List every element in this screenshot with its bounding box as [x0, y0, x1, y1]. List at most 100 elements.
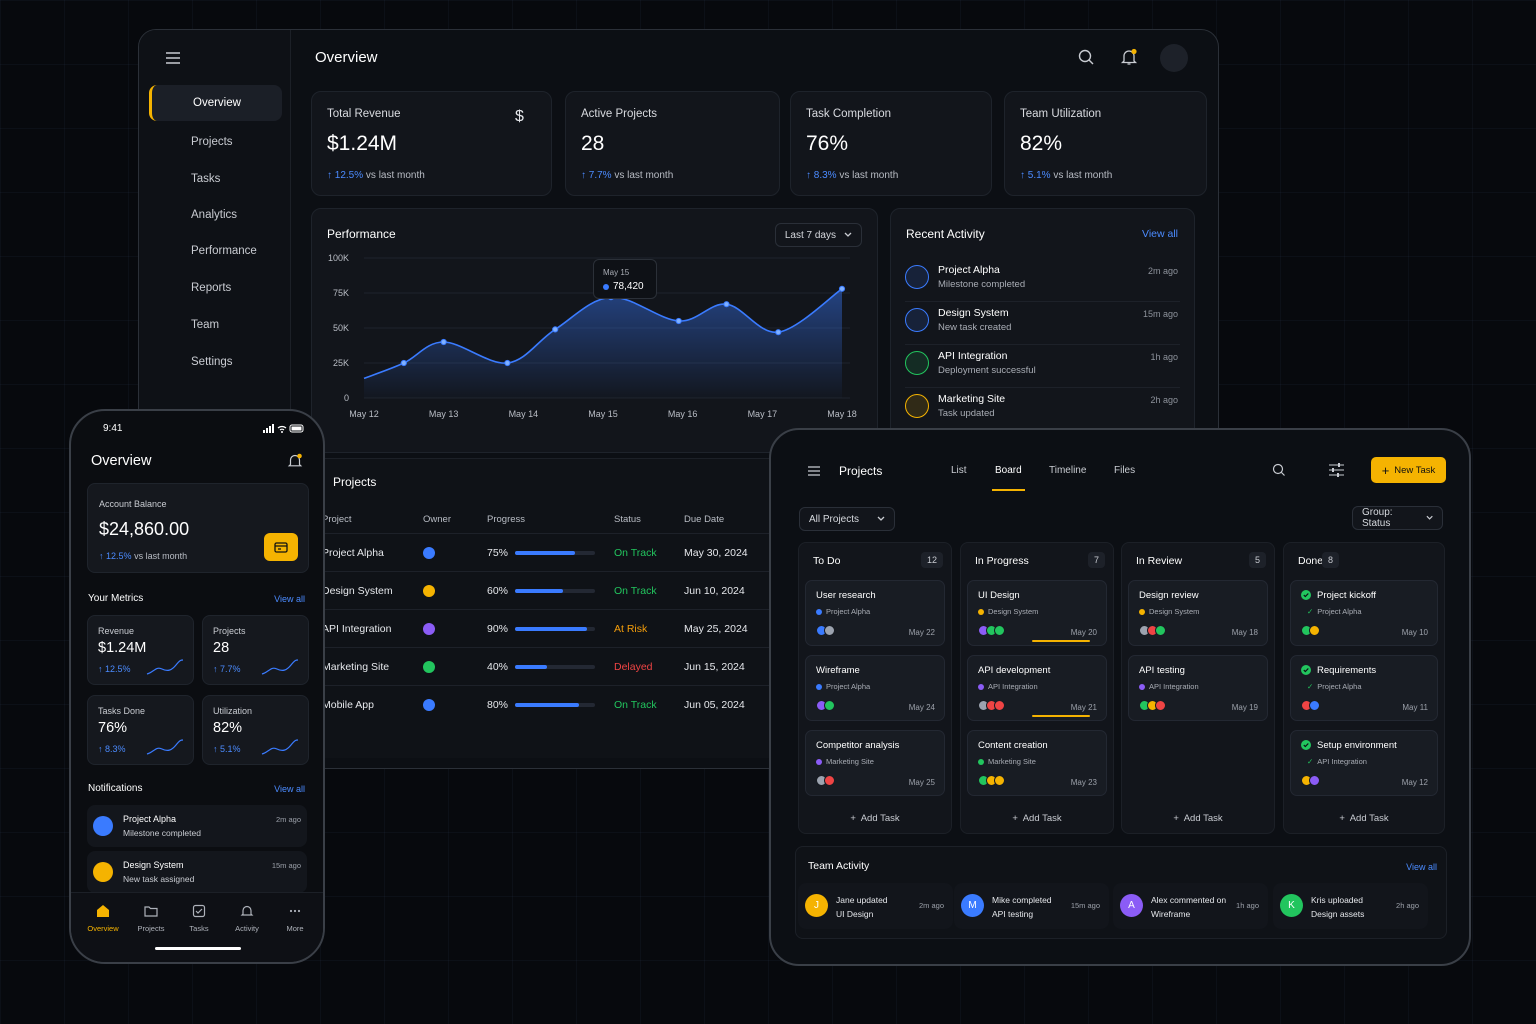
data-point[interactable]	[775, 329, 782, 336]
table-row[interactable]: Mobile App 80% On Track Jun 05, 2024	[311, 685, 991, 723]
sidebar-item-label: Tasks	[191, 173, 221, 185]
search-icon[interactable]	[1077, 48, 1095, 66]
team-view-all-link[interactable]: View all	[1406, 862, 1437, 872]
group-dropdown[interactable]: Group: Status	[1352, 506, 1443, 530]
activity-item[interactable]: Project Alpha Milestone completed 2m ago	[905, 259, 1180, 302]
add-task-button[interactable]: + Add Task	[1122, 813, 1274, 824]
data-point[interactable]	[504, 359, 511, 367]
notification-item[interactable]: Design System New task assigned 15m ago	[87, 851, 307, 893]
task-card[interactable]: Wireframe Project Alpha May 24	[805, 655, 945, 721]
tab-board[interactable]: Board	[992, 465, 1025, 491]
data-point[interactable]	[838, 285, 846, 292]
wallet-button[interactable]	[264, 533, 298, 561]
assignee-avatars	[978, 700, 1005, 711]
metrics-view-all-link[interactable]: View all	[274, 594, 305, 604]
data-point[interactable]	[440, 338, 447, 346]
activity-subtitle: Deployment successful	[938, 365, 1036, 376]
tab-tasks[interactable]: Tasks	[179, 903, 219, 933]
tab-projects[interactable]: Projects	[131, 903, 171, 933]
project-filter-dropdown[interactable]: All Projects	[799, 507, 895, 531]
task-card[interactable]: Competitor analysis Marketing Site May 25	[805, 730, 945, 796]
task-due-date: May 19	[1231, 703, 1258, 712]
data-point[interactable]	[400, 359, 407, 367]
bell-icon[interactable]	[287, 453, 303, 469]
task-card[interactable]: Requirements ✓ Project Alpha May 11	[1290, 655, 1438, 721]
metric-card[interactable]: Revenue $1.24M ↑ 12.5%	[87, 615, 194, 685]
task-project-label: Project Alpha	[826, 607, 871, 616]
column-header: Owner	[423, 514, 451, 525]
task-card[interactable]: API testing API Integration May 19	[1128, 655, 1268, 721]
search-icon[interactable]	[1272, 463, 1286, 477]
assignee-avatars	[978, 775, 1005, 786]
assignee-avatars	[1139, 625, 1166, 636]
new-task-button[interactable]: + New Task	[1371, 457, 1446, 483]
hamburger-menu-icon[interactable]	[807, 465, 821, 477]
activity-item[interactable]: API Integration Deployment successful 1h a…	[905, 345, 1180, 388]
range-dropdown[interactable]: Last 7 days	[774, 223, 862, 247]
task-card[interactable]: Setup environment ✓ API Integration May 12	[1290, 730, 1438, 796]
activity-view-all-link[interactable]: View all	[1142, 228, 1178, 240]
tab-files[interactable]: Files	[1114, 465, 1135, 476]
column-header: Due Date	[684, 514, 725, 525]
notification-item[interactable]: Project Alpha Milestone completed 2m ago	[87, 805, 307, 847]
task-due-date: May 22	[908, 628, 935, 637]
sidebar-item-overview[interactable]: Overview	[149, 85, 282, 121]
activity-item[interactable]: Design System New task created 15m ago	[905, 302, 1180, 345]
activity-title: Design System	[938, 307, 1009, 319]
team-activity-item[interactable]: A Alex commented on Wireframe 1h ago	[1113, 883, 1268, 929]
metric-card[interactable]: Tasks Done 76% ↑ 8.3%	[87, 695, 194, 765]
tab-more[interactable]: More	[275, 903, 315, 933]
chart-tooltip: May 15 78,420	[593, 259, 657, 299]
notifications-view-all-link[interactable]: View all	[274, 784, 305, 794]
hamburger-menu-icon[interactable]	[164, 50, 182, 66]
task-card[interactable]: Project kickoff ✓ Project Alpha May 10	[1290, 580, 1438, 646]
due-date: May 30, 2024	[684, 547, 748, 559]
table-row[interactable]: Marketing Site 40% Delayed Jun 15, 2024	[311, 647, 991, 685]
tab-activity[interactable]: Activity	[227, 903, 267, 933]
sidebar-item-reports[interactable]: Reports	[149, 270, 282, 306]
sidebar-item-performance[interactable]: Performance	[149, 233, 282, 269]
tab-timeline[interactable]: Timeline	[1049, 465, 1086, 476]
sidebar-item-projects[interactable]: Projects	[149, 124, 282, 160]
task-card[interactable]: API development API Integration May 21	[967, 655, 1107, 721]
series-line	[363, 288, 843, 380]
table-row[interactable]: Project Alpha 75% On Track May 30, 2024	[311, 533, 991, 571]
sidebar-item-tasks[interactable]: Tasks	[149, 161, 282, 197]
filter-sliders-icon[interactable]	[1328, 462, 1345, 478]
data-point[interactable]	[723, 301, 730, 308]
user-avatar[interactable]	[1160, 44, 1188, 72]
stat-delta-suffix: vs last month	[365, 170, 425, 181]
bell-icon[interactable]	[1120, 48, 1138, 66]
team-activity-item[interactable]: J Jane updated UI Design 2m ago	[798, 883, 953, 929]
task-card[interactable]: UI Design Design System May 20	[967, 580, 1107, 646]
data-point[interactable]	[552, 326, 559, 333]
sidebar-item-settings[interactable]: Settings	[149, 344, 282, 380]
x-tick-label: May 12	[349, 409, 379, 419]
sparkline	[146, 659, 184, 675]
stat-delta: ↑ 12.5% vs last month	[327, 170, 425, 181]
task-card[interactable]: User research Project Alpha May 22	[805, 580, 945, 646]
task-project: API Integration	[978, 682, 1038, 691]
metric-card[interactable]: Utilization 82% ↑ 5.1%	[202, 695, 309, 765]
tab-list[interactable]: List	[951, 465, 967, 476]
table-row[interactable]: Design System 60% On Track Jun 10, 2024	[311, 571, 991, 609]
add-task-button[interactable]: + Add Task	[1284, 813, 1444, 824]
sidebar-item-team[interactable]: Team	[149, 307, 282, 343]
task-project: ✓ Project Alpha	[1307, 607, 1362, 616]
tooltip-value-row: 78,420	[603, 281, 644, 292]
add-task-button[interactable]: + Add Task	[799, 813, 951, 824]
tab-overview[interactable]: Overview	[83, 903, 123, 933]
team-activity-item[interactable]: M Mike completed API testing 15m ago	[954, 883, 1109, 929]
team-activity-item[interactable]: K Kris uploaded Design assets 2h ago	[1273, 883, 1428, 929]
table-row[interactable]: API Integration 90% At Risk May 25, 2024	[311, 609, 991, 647]
metric-delta-value: 7.7%	[220, 664, 241, 674]
column-header: Project	[322, 514, 352, 525]
metric-card[interactable]: Projects 28 ↑ 7.7%	[202, 615, 309, 685]
sidebar-item-analytics[interactable]: Analytics	[149, 197, 282, 233]
task-card[interactable]: Design review Design System May 18	[1128, 580, 1268, 646]
data-point[interactable]	[675, 317, 682, 325]
add-task-button[interactable]: + Add Task	[961, 813, 1113, 824]
list-icon	[163, 171, 179, 187]
activity-item[interactable]: Marketing Site Task updated 2h ago	[905, 388, 1180, 431]
task-card[interactable]: Content creation Marketing Site May 23	[967, 730, 1107, 796]
